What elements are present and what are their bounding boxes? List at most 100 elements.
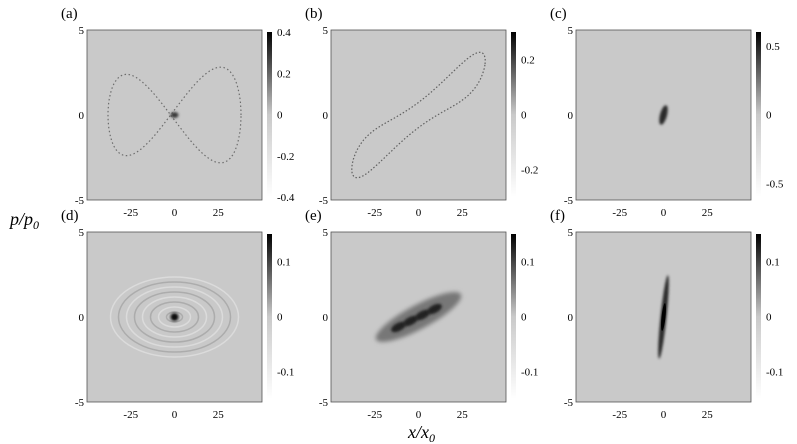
colorbar-tick-label: -0.1	[277, 367, 294, 379]
x-tick-label: -25	[367, 409, 382, 421]
panel-label: (d)	[61, 208, 79, 224]
colorbar-tick-label: 0.4	[277, 27, 291, 39]
colorbar-tick-label: 0.1	[521, 257, 535, 269]
y-tick-label: 5	[323, 25, 329, 37]
y-tick-label: 5	[79, 25, 85, 37]
y-tick-label: 0	[323, 312, 329, 324]
panel-label: (c)	[550, 6, 567, 22]
wavepacket-core	[661, 303, 666, 331]
heatmap-features	[109, 276, 240, 358]
y-tick-label: 5	[568, 25, 574, 37]
plot-area	[330, 29, 507, 201]
interference-ring	[133, 291, 216, 343]
phase-space-trajectory	[107, 66, 242, 164]
colorbar-tick-label: -0.2	[277, 151, 294, 163]
panel-label: (b)	[305, 6, 323, 22]
x-tick-label: -25	[123, 409, 138, 421]
colorbar-tick-label: 0.2	[521, 55, 535, 67]
heatmap-features	[375, 292, 462, 342]
heatmap-features	[659, 105, 668, 125]
colorbar-tick-label: 0	[521, 110, 527, 122]
x-tick-label: 25	[702, 207, 714, 219]
colorbar-tick-label: 0.1	[766, 257, 780, 269]
x-tick-label: 25	[457, 409, 469, 421]
y-tick-label: -5	[564, 397, 574, 409]
y-tick-label: -5	[75, 195, 85, 207]
colorbar-tick-label: -0.1	[766, 367, 783, 379]
y-tick-label: 0	[323, 110, 329, 122]
interference-ring	[141, 296, 208, 338]
colorbar	[511, 234, 516, 399]
y-tick-label: -5	[319, 195, 329, 207]
interference-ring	[157, 306, 192, 328]
y-tick-label: 5	[79, 227, 85, 239]
heatmap-features	[107, 66, 242, 164]
y-axis-label: p/p0	[8, 209, 39, 232]
y-tick-label: 5	[323, 227, 329, 239]
center-blob	[170, 313, 179, 321]
x-tick-label: 25	[213, 207, 225, 219]
x-tick-label: -25	[367, 207, 382, 219]
colorbar-tick-label: 0.5	[766, 41, 780, 53]
wavepacket-blob	[659, 105, 668, 125]
y-tick-label: 5	[568, 227, 574, 239]
x-tick-label: -25	[123, 207, 138, 219]
x-tick-label: -25	[612, 409, 627, 421]
colorbar-tick-label: 0.2	[277, 68, 291, 80]
y-tick-label: -5	[564, 195, 574, 207]
y-tick-label: 0	[568, 110, 574, 122]
panel-label: (f)	[550, 208, 565, 224]
wavepacket-lobe	[427, 303, 442, 315]
colorbar-tick-label: 0	[766, 110, 772, 122]
colorbar-tick-label: -0.4	[277, 192, 295, 204]
colorbar	[267, 234, 272, 399]
colorbar-tick-label: -0.1	[521, 367, 538, 379]
y-tick-label: -5	[75, 397, 85, 409]
x-tick-label: 0	[172, 409, 178, 421]
x-axis-label-main: x/x	[407, 422, 429, 442]
colorbar-tick-label: 0	[277, 312, 283, 324]
x-tick-label: 0	[172, 207, 178, 219]
wavepacket-lobe	[391, 321, 406, 333]
x-tick-label: -25	[612, 207, 627, 219]
y-tick-label: -5	[319, 397, 329, 409]
y-tick-label: 0	[568, 312, 574, 324]
colorbar	[756, 32, 761, 197]
colorbar-tick-label: 0	[277, 110, 283, 122]
x-tick-label: 25	[457, 207, 469, 219]
x-tick-label: 0	[661, 207, 667, 219]
colorbar	[267, 32, 272, 197]
interference-ring	[117, 281, 232, 353]
y-axis-label-sub: 0	[33, 218, 39, 232]
colorbar	[511, 32, 516, 197]
panel-label: (a)	[61, 6, 78, 22]
x-axis-label-sub: 0	[429, 431, 435, 444]
colorbar-tick-label: 0	[521, 312, 527, 324]
colorbar-tick-label: 0	[766, 312, 772, 324]
x-tick-label: 0	[416, 207, 422, 219]
interference-ring	[149, 301, 200, 333]
panel-label: (e)	[305, 208, 322, 224]
interference-ring	[125, 286, 224, 348]
x-tick-label: 25	[213, 409, 225, 421]
wavepacket-lobe	[403, 315, 418, 327]
wavepacket-lobe	[415, 309, 430, 321]
colorbar-tick-label: -0.5	[766, 178, 784, 190]
heatmap-features	[658, 275, 669, 359]
y-tick-label: 0	[79, 110, 85, 122]
colorbar-tick-label: 0.1	[277, 257, 291, 269]
colorbar-tick-label: -0.2	[521, 165, 538, 177]
x-tick-label: 25	[702, 409, 714, 421]
center-blob	[170, 112, 179, 118]
interference-ring	[109, 276, 240, 358]
x-axis-label: x/x0	[407, 422, 435, 444]
y-tick-label: 0	[79, 312, 85, 324]
phase-space-trajectory	[351, 51, 486, 179]
